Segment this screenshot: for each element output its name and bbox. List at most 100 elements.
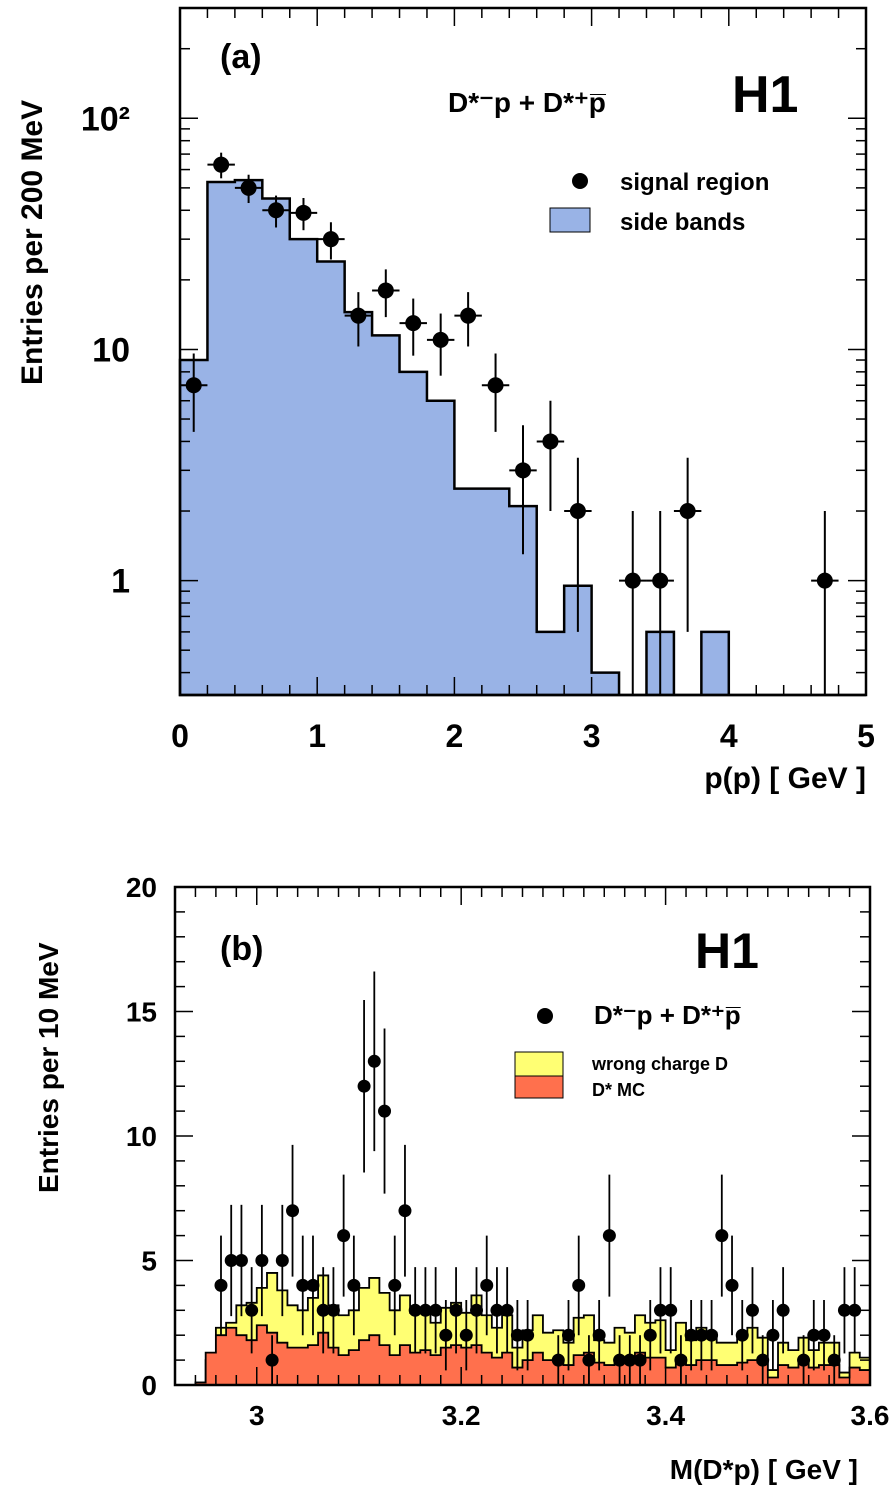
- data-point-b: [296, 1278, 310, 1292]
- data-point-b: [224, 1254, 238, 1267]
- signal-point: [569, 503, 586, 520]
- signal-point: [542, 433, 559, 450]
- x-tick-label-a: 1: [308, 718, 326, 754]
- data-point-b: [674, 1353, 688, 1367]
- signal-point: [816, 572, 833, 589]
- data-point-b: [326, 1303, 340, 1317]
- data-point-b: [521, 1328, 535, 1342]
- panel-label-a: (a): [220, 38, 262, 76]
- x-tick-label-b: 3.4: [646, 1400, 685, 1431]
- legend-swatch-sidebands: [549, 207, 591, 233]
- data-point-b: [715, 1229, 729, 1243]
- signal-point: [240, 179, 257, 196]
- data-point-b: [848, 1303, 862, 1317]
- data-point-b: [551, 1353, 565, 1367]
- data-point-b: [745, 1303, 759, 1317]
- data-point-b: [602, 1229, 616, 1243]
- data-point-b: [316, 1303, 330, 1317]
- data-point-b: [378, 1104, 392, 1118]
- data-point-b: [459, 1328, 473, 1342]
- signal-point: [432, 331, 449, 348]
- data-point-b: [388, 1278, 402, 1292]
- legend-marker-signal: [572, 173, 588, 189]
- x-tick-label-a: 3: [583, 718, 601, 754]
- data-point-b: [398, 1204, 412, 1218]
- signal-point: [515, 462, 531, 479]
- y-tick-label-b: 0: [141, 1370, 157, 1401]
- data-point-b: [664, 1303, 678, 1317]
- legend-marker-data-b: [537, 1008, 553, 1024]
- experiment-label-a: H1: [732, 66, 798, 124]
- y-tick-label-b: 15: [126, 997, 157, 1028]
- data-point-b: [245, 1303, 259, 1317]
- data-point-b: [776, 1303, 790, 1317]
- data-point-b: [561, 1328, 575, 1342]
- data-point-b: [613, 1353, 627, 1367]
- legend-swatch-wrongcharge: [514, 1051, 564, 1077]
- signal-point: [405, 315, 422, 332]
- data-point-b: [286, 1204, 300, 1218]
- y-tick-label-b: 10: [126, 1121, 157, 1152]
- data-point-b: [347, 1278, 361, 1292]
- signal-point: [652, 572, 669, 589]
- data-point-b: [429, 1303, 443, 1317]
- data-point-b: [807, 1328, 821, 1342]
- data-point-b: [367, 1054, 381, 1068]
- data-point-b: [234, 1254, 248, 1267]
- legend-label-wrongcharge: wrong charge D: [591, 1054, 728, 1074]
- legend-label-sidebands: side bands: [620, 209, 745, 236]
- data-point-b: [265, 1353, 279, 1367]
- legend-a: signal region side bands: [549, 169, 769, 236]
- data-point-b: [449, 1303, 463, 1317]
- data-point-b: [357, 1079, 371, 1093]
- signal-point: [460, 307, 477, 324]
- x-axis-title-a: p(p) [ GeV ]: [704, 762, 866, 795]
- signal-point: [679, 503, 696, 520]
- data-point-b: [756, 1353, 770, 1367]
- data-point-b: [255, 1254, 269, 1267]
- y-tick-label-b: 5: [141, 1246, 157, 1277]
- y-tick-label-a: 10: [92, 331, 130, 369]
- data-point-b: [725, 1278, 739, 1292]
- data-point-b: [633, 1353, 647, 1367]
- x-tick-label-a: 5: [857, 718, 875, 754]
- data-point-b: [643, 1328, 657, 1342]
- signal-point: [487, 377, 504, 394]
- data-point-b: [694, 1328, 708, 1342]
- plot-frame-b: [173, 885, 872, 1387]
- y-tick-label-a: 1: [111, 563, 130, 601]
- chart-a: 0 1 2 3 4 5 1 10 10² (a) H1 D*⁻p + D*⁺p̅ signal …: [16, 6, 875, 795]
- data-point-b: [480, 1278, 494, 1292]
- x-tick-label-a: 2: [446, 718, 464, 754]
- data-point-b: [510, 1328, 524, 1342]
- x-tick-label-b: 3.2: [442, 1400, 481, 1431]
- data-point-b: [582, 1353, 596, 1367]
- x-tick-label-a: 0: [171, 718, 189, 754]
- x-axis-title-b: M(D*p) [ GeV ]: [670, 1454, 858, 1485]
- signal-point: [295, 204, 312, 221]
- plot-frame-a: [178, 6, 868, 697]
- data-point-b: [470, 1303, 484, 1317]
- data-point-b: [337, 1229, 351, 1243]
- data-point-b: [817, 1328, 831, 1342]
- data-point-b: [684, 1328, 698, 1342]
- sideband-histogram: [178, 178, 866, 697]
- signal-point: [185, 377, 202, 394]
- data-point-b: [592, 1328, 606, 1342]
- plot-area-a: 0 1 2 3 4 5 1 10 10²: [81, 6, 875, 754]
- plot-area-b: 3 3.2 3.4 3.6 0 5 10 15 20: [126, 872, 890, 1431]
- data-point-b: [306, 1278, 320, 1292]
- legend-label-data-b: D*⁻p + D*⁺p̅: [594, 1000, 741, 1030]
- data-point-b: [705, 1328, 719, 1342]
- data-point-b: [766, 1328, 780, 1342]
- data-point-b: [500, 1303, 514, 1317]
- x-tick-label-b: 3.6: [851, 1400, 890, 1431]
- experiment-label-b: H1: [695, 923, 759, 979]
- signal-point: [268, 202, 285, 219]
- data-point-b: [827, 1353, 841, 1367]
- signal-point: [213, 156, 230, 173]
- legend-label-signal: signal region: [620, 169, 769, 196]
- signal-point: [377, 282, 394, 299]
- channel-label-a: D*⁻p + D*⁺p̅: [448, 87, 606, 118]
- data-point-b: [439, 1328, 453, 1342]
